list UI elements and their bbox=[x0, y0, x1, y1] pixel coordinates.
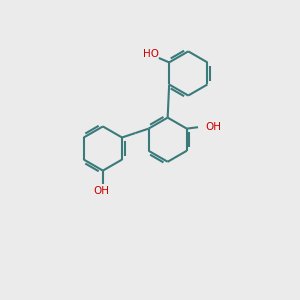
Text: OH: OH bbox=[205, 122, 221, 132]
Text: OH: OH bbox=[93, 186, 110, 196]
Text: HO: HO bbox=[142, 50, 159, 59]
